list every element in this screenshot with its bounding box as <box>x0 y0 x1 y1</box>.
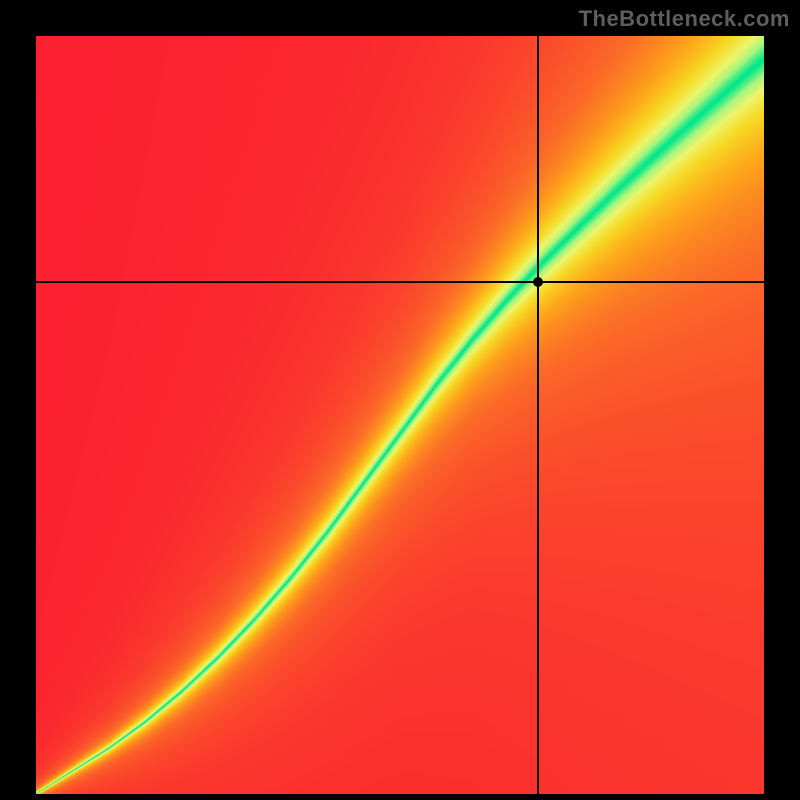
crosshair-marker <box>533 277 543 287</box>
attribution-text: TheBottleneck.com <box>579 6 790 32</box>
heatmap-plot <box>36 36 764 794</box>
chart-container: TheBottleneck.com <box>0 0 800 800</box>
heatmap-canvas <box>36 36 764 794</box>
